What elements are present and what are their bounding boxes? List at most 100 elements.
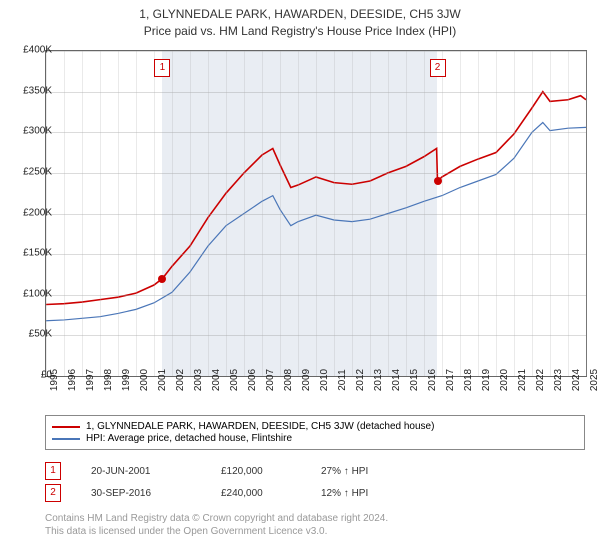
gridline-v	[208, 51, 209, 376]
footer-line: This data is licensed under the Open Gov…	[45, 525, 388, 538]
legend-label: 1, GLYNNEDALE PARK, HAWARDEN, DEESIDE, C…	[86, 421, 434, 432]
transaction-hpi: 27% ↑ HPI	[321, 466, 421, 477]
transaction-marker: 1	[45, 462, 61, 480]
legend-swatch	[52, 438, 80, 440]
x-axis-label: 2005	[229, 369, 240, 391]
transactions-table: 1 20-JUN-2001 £120,000 27% ↑ HPI 2 30-SE…	[45, 460, 421, 504]
y-axis-label: £50K	[12, 329, 52, 340]
x-axis-label: 2012	[355, 369, 366, 391]
x-axis-label: 1998	[103, 369, 114, 391]
gridline-v	[190, 51, 191, 376]
gridline-v	[136, 51, 137, 376]
gridline-v	[244, 51, 245, 376]
transaction-row: 1 20-JUN-2001 £120,000 27% ↑ HPI	[45, 460, 421, 482]
gridline-v	[532, 51, 533, 376]
y-axis-label: £350K	[12, 85, 52, 96]
y-axis-label: £400K	[12, 45, 52, 56]
y-axis-label: £150K	[12, 248, 52, 259]
gridline-v	[568, 51, 569, 376]
transaction-price: £240,000	[221, 488, 321, 499]
x-axis-label: 2006	[247, 369, 258, 391]
x-axis-label: 2024	[571, 369, 582, 391]
transaction-hpi: 12% ↑ HPI	[321, 488, 421, 499]
gridline-v	[100, 51, 101, 376]
footer-attribution: Contains HM Land Registry data © Crown c…	[45, 512, 388, 538]
gridline-v	[298, 51, 299, 376]
y-axis-label: £200K	[12, 207, 52, 218]
chart-plot-area: 12	[45, 50, 587, 377]
gridline-v	[460, 51, 461, 376]
price-marker-dot	[158, 275, 166, 283]
x-axis-label: 2003	[193, 369, 204, 391]
price-marker-dot	[434, 177, 442, 185]
transaction-row: 2 30-SEP-2016 £240,000 12% ↑ HPI	[45, 482, 421, 504]
price-marker-label: 2	[430, 59, 446, 77]
legend-swatch	[52, 426, 80, 428]
gridline-v	[352, 51, 353, 376]
y-axis-label: £100K	[12, 288, 52, 299]
gridline-v	[550, 51, 551, 376]
x-axis-label: 2013	[373, 369, 384, 391]
x-axis-label: 2010	[319, 369, 330, 391]
gridline-v	[334, 51, 335, 376]
gridline-v	[424, 51, 425, 376]
legend-box: 1, GLYNNEDALE PARK, HAWARDEN, DEESIDE, C…	[45, 415, 585, 450]
x-axis-label: 2011	[337, 369, 348, 391]
x-axis-label: 2008	[283, 369, 294, 391]
gridline-v	[442, 51, 443, 376]
transaction-price: £120,000	[221, 466, 321, 477]
gridline-v	[586, 51, 587, 376]
x-axis-label: 1995	[49, 369, 60, 391]
gridline-v	[388, 51, 389, 376]
gridline-v	[514, 51, 515, 376]
x-axis-label: 2007	[265, 369, 276, 391]
x-axis-label: 2018	[463, 369, 474, 391]
x-axis-label: 2016	[427, 369, 438, 391]
transaction-date: 20-JUN-2001	[91, 466, 221, 477]
x-axis-label: 1996	[67, 369, 78, 391]
x-axis-label: 2001	[157, 369, 168, 391]
x-axis-label: 2014	[391, 369, 402, 391]
gridline-v	[496, 51, 497, 376]
x-axis-label: 2002	[175, 369, 186, 391]
gridline-v	[316, 51, 317, 376]
gridline-v	[262, 51, 263, 376]
x-axis-label: 2015	[409, 369, 420, 391]
y-axis-label: £0	[12, 370, 52, 381]
x-axis-label: 1999	[121, 369, 132, 391]
x-axis-label: 2000	[139, 369, 150, 391]
x-axis-label: 2022	[535, 369, 546, 391]
legend-row: 1, GLYNNEDALE PARK, HAWARDEN, DEESIDE, C…	[52, 421, 578, 432]
price-marker-label: 1	[154, 59, 170, 77]
gridline-v	[370, 51, 371, 376]
x-axis-label: 2009	[301, 369, 312, 391]
x-axis-label: 1997	[85, 369, 96, 391]
x-axis-label: 2025	[589, 369, 600, 391]
y-axis-label: £250K	[12, 166, 52, 177]
title-block: 1, GLYNNEDALE PARK, HAWARDEN, DEESIDE, C…	[0, 0, 600, 42]
gridline-v	[154, 51, 155, 376]
title-address: 1, GLYNNEDALE PARK, HAWARDEN, DEESIDE, C…	[10, 6, 590, 23]
title-subtitle: Price paid vs. HM Land Registry's House …	[10, 23, 590, 40]
gridline-v	[406, 51, 407, 376]
x-axis-label: 2017	[445, 369, 456, 391]
x-axis-label: 2019	[481, 369, 492, 391]
transaction-marker: 2	[45, 484, 61, 502]
legend-row: HPI: Average price, detached house, Flin…	[52, 433, 578, 444]
y-axis-label: £300K	[12, 126, 52, 137]
gridline-v	[172, 51, 173, 376]
chart-container: 1, GLYNNEDALE PARK, HAWARDEN, DEESIDE, C…	[0, 0, 600, 560]
gridline-v	[64, 51, 65, 376]
gridline-v	[82, 51, 83, 376]
x-axis-label: 2004	[211, 369, 222, 391]
x-axis-label: 2021	[517, 369, 528, 391]
transaction-date: 30-SEP-2016	[91, 488, 221, 499]
gridline-v	[118, 51, 119, 376]
gridline-v	[478, 51, 479, 376]
legend-label: HPI: Average price, detached house, Flin…	[86, 433, 292, 444]
x-axis-label: 2023	[553, 369, 564, 391]
gridline-v	[280, 51, 281, 376]
x-axis-label: 2020	[499, 369, 510, 391]
gridline-v	[226, 51, 227, 376]
footer-line: Contains HM Land Registry data © Crown c…	[45, 512, 388, 525]
